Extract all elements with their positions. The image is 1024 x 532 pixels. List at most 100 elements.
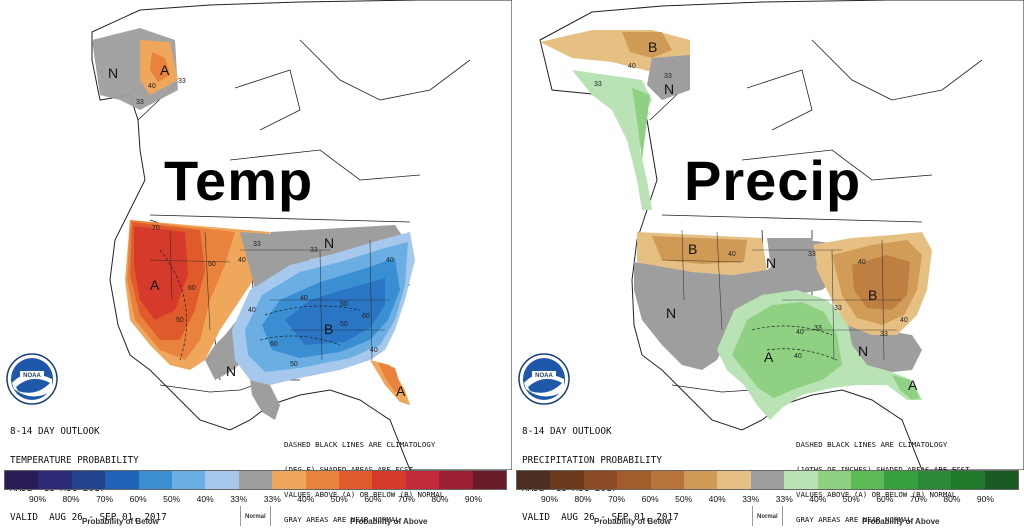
temp-legend-above-label: Probability of Above	[350, 517, 428, 526]
precip-legend-tick-label: 40%	[708, 494, 726, 504]
map-label-ohio-33: 33	[834, 305, 842, 312]
temp-legend-swatch	[71, 471, 106, 489]
map-label-northwest-b: B	[688, 241, 697, 257]
map-label-east-40d: 40	[300, 295, 308, 302]
map-label-alaska-33a: 33	[178, 78, 186, 85]
temperature-outlook-map: N A 40 33 33 A 50 60 70 40 33 50 N N B 4…	[91, 0, 512, 470]
precip-legend-above-label: Probability of Above	[862, 517, 940, 526]
precip-legend-swatch	[917, 471, 952, 489]
map-label-alaska-33b: 33	[136, 99, 144, 106]
map-label-alaska-n: N	[664, 81, 674, 97]
precip-legend-below-label: Probability of Below	[594, 517, 671, 526]
precip-legend-swatch	[817, 471, 852, 489]
temp-legend-swatch	[205, 471, 239, 489]
temp-legend-swatch	[238, 471, 273, 489]
map-label-east-50c: 50	[340, 321, 348, 328]
map-label-east-50b: 50	[290, 361, 298, 368]
svg-text:NOAA: NOAA	[23, 373, 41, 379]
temp-legend-tick-label: 90%	[464, 494, 482, 504]
map-label-west-70: 70	[152, 225, 160, 232]
temp-legend-tick-label: 33%	[263, 494, 281, 504]
precip-info-line: VALID AUG 26 - SEP 01, 2017	[522, 511, 679, 523]
precip-legend-swatch	[750, 471, 785, 489]
precipitation-outlook-panel: B 40 33 33 N B 40 N 33 N 40 33 A 40 B 40…	[512, 0, 1024, 532]
precip-note-line: GRAY AREAS ARE NEAR-NORMAL	[796, 515, 912, 525]
temp-legend-divider	[240, 506, 241, 526]
temp-note-line: DASHED BLACK LINES ARE CLIMATOLOGY	[284, 439, 436, 449]
temp-note-block: DASHED BLACK LINES ARE CLIMATOLOGY (DEG …	[284, 424, 444, 532]
map-label-southeast-n: N	[858, 343, 868, 359]
temp-legend-tick-label: 50%	[163, 494, 181, 504]
precip-note-line: VALUES ABOVE (A) OR BELOW (B) NORMAL	[796, 490, 957, 500]
map-label-east-40b: 40	[386, 257, 394, 264]
precip-note-line: DASHED BLACK LINES ARE CLIMATOLOGY	[796, 439, 948, 449]
temp-note-line: VALUES ABOVE (A) OR BELOW (B) NORMAL	[284, 490, 445, 500]
map-label-east-60: 60	[270, 341, 278, 348]
precip-legend-tick-label: 90%	[976, 494, 994, 504]
temp-legend-swatch	[339, 471, 373, 489]
legend-tick-spacer	[1002, 494, 1019, 504]
temp-legend-swatch	[272, 471, 306, 489]
precip-legend-swatch	[617, 471, 651, 489]
temp-legend-tick-label: 70%	[96, 494, 114, 504]
temperature-outlook-panel: N A 40 33 33 A 50 60 70 40 33 50 N N B 4…	[4, 0, 512, 532]
precip-legend-swatch	[684, 471, 718, 489]
alaska-above	[572, 70, 652, 210]
precip-legend-tick-label: 80%	[943, 494, 961, 504]
temp-legend-color-bar	[4, 470, 507, 490]
precip-legend-tick-label: 50%	[675, 494, 693, 504]
map-label-ohio-40: 40	[858, 259, 866, 266]
map-label-alaska-33a: 33	[664, 73, 672, 80]
map-label-east-60b: 60	[362, 313, 370, 320]
map-label-alaska-a: A	[160, 62, 170, 78]
map-label-alaska-40: 40	[628, 63, 636, 70]
map-label-ohio-40b: 40	[900, 317, 908, 324]
temp-info-line: VALID AUG 26 - SEP 01, 2017	[10, 511, 167, 523]
map-label-central-40: 40	[796, 329, 804, 336]
noaa-logo-icon: NOAA	[518, 353, 570, 405]
map-label-alaska-33b: 33	[594, 81, 602, 88]
precip-info-line: PRECIPITATION PROBABILITY	[522, 454, 662, 466]
map-label-florida-a: A	[908, 377, 918, 393]
temp-title: Temp	[164, 149, 314, 212]
precip-legend-swatch	[517, 471, 551, 489]
map-label-east-33: 33	[310, 247, 318, 254]
temp-legend-tick-label: 40%	[196, 494, 214, 504]
precip-legend: 90% 80% 70% 60% 50% 40% 33% 33% 40% 50% 60% 70% 80% 9…	[516, 470, 1019, 532]
map-label-east-40c: 40	[370, 347, 378, 354]
map-label-south-n: N	[226, 363, 236, 379]
temp-legend-swatch	[38, 471, 72, 489]
precip-legend-tick-label: 60%	[641, 494, 659, 504]
noaa-logo-icon: NOAA	[6, 353, 58, 405]
precip-legend-swatch	[851, 471, 885, 489]
temp-legend-swatch	[472, 471, 507, 489]
precip-legend-tick-label: 70%	[608, 494, 626, 504]
precip-legend-swatch	[951, 471, 985, 489]
map-label-alaska-40: 40	[148, 83, 156, 90]
precip-legend-tick-label: 33%	[742, 494, 760, 504]
precip-legend-normal-label: Normal	[757, 514, 778, 520]
temp-legend-tick-label: 33%	[230, 494, 248, 504]
temp-info-line: 8-14 DAY OUTLOOK	[10, 426, 100, 437]
map-label-north-33: 33	[808, 251, 816, 258]
map-label-ohio-b: B	[868, 287, 877, 303]
temp-legend-tick-label: 80%	[431, 494, 449, 504]
map-label-west-50: 50	[208, 261, 216, 268]
temp-legend-swatch	[172, 471, 206, 489]
temp-legend-swatch	[439, 471, 473, 489]
precip-legend-swatch	[884, 471, 918, 489]
precip-legend-tick-label: 33%	[775, 494, 793, 504]
map-label-west-40: 40	[238, 257, 246, 264]
map-label-southeast-33: 33	[880, 331, 888, 338]
precip-note-block: DASHED BLACK LINES ARE CLIMATOLOGY (10TH…	[796, 424, 970, 532]
precip-legend-divider	[752, 506, 753, 526]
legend-tick-spacer	[4, 494, 21, 504]
map-label-east-40: 40	[248, 307, 256, 314]
temp-info-line: TEMPERATURE PROBABILITY	[10, 454, 139, 466]
precip-legend-swatch	[784, 471, 818, 489]
precip-legend-swatch	[650, 471, 685, 489]
map-label-northwest-40: 40	[728, 251, 736, 258]
southeast-near-normal	[847, 320, 922, 372]
temp-legend-tick-label: 50%	[330, 494, 348, 504]
temp-note-line: (DEG F) SHADED AREAS ARE FCST	[284, 465, 414, 475]
